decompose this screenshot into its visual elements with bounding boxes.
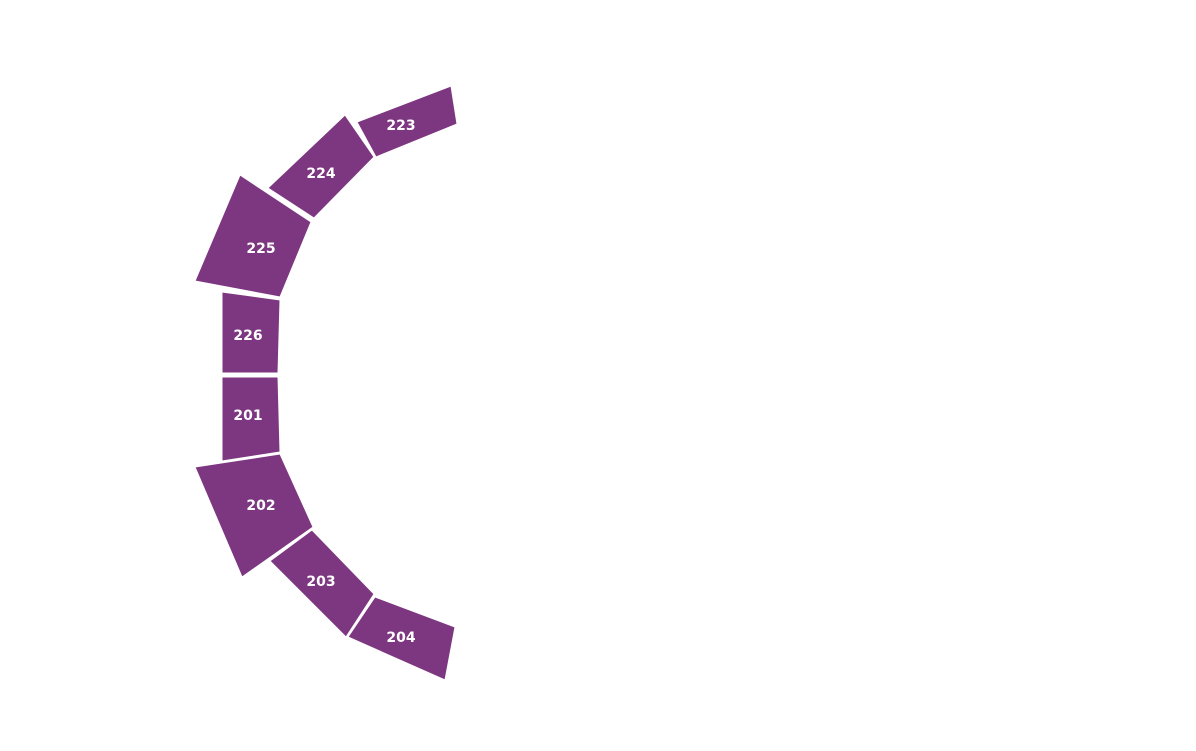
section-shape[interactable] (221, 291, 281, 374)
section-shape[interactable] (356, 85, 458, 158)
section[interactable]: 226 (221, 291, 281, 374)
section[interactable]: 201 (221, 376, 281, 462)
section-shape[interactable] (347, 596, 456, 681)
section-shape[interactable] (269, 529, 375, 638)
section-shape[interactable] (194, 453, 314, 578)
section-shape[interactable] (267, 114, 375, 219)
section-shape[interactable] (221, 376, 281, 462)
section-shape[interactable] (194, 174, 312, 298)
